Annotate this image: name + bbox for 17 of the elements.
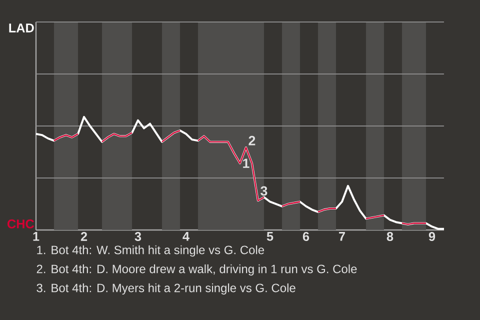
x-tick-label: 3 (134, 232, 142, 242)
x-tick-label: 6 (302, 232, 310, 241)
x-tick-label: 8 (386, 232, 394, 241)
annotation: 3 (260, 186, 268, 196)
x-tick-label: 5 (266, 232, 274, 241)
x-tick-label: 4 (182, 232, 190, 241)
annotation: 2 (248, 136, 256, 146)
x-tick-label: 9 (428, 232, 436, 241)
x-tick-label: 7 (339, 232, 345, 241)
x-tick-label: 2 (80, 232, 88, 241)
text: 3. Bot 4th: D. Myers hit a 2-run single vs G. Cole (36, 283, 296, 295)
x-tick-label: 1 (33, 232, 40, 241)
text: LAD (9, 24, 34, 32)
text: 1. Bot 4th: W. Smith hit a single vs G. Cole (37, 245, 264, 257)
text: 2. Bot 4th: D. Moore drew a walk, driving in 1 run vs G. Cole (36, 264, 357, 276)
text: CHC (7, 219, 34, 228)
annotation: 1 (243, 158, 250, 168)
